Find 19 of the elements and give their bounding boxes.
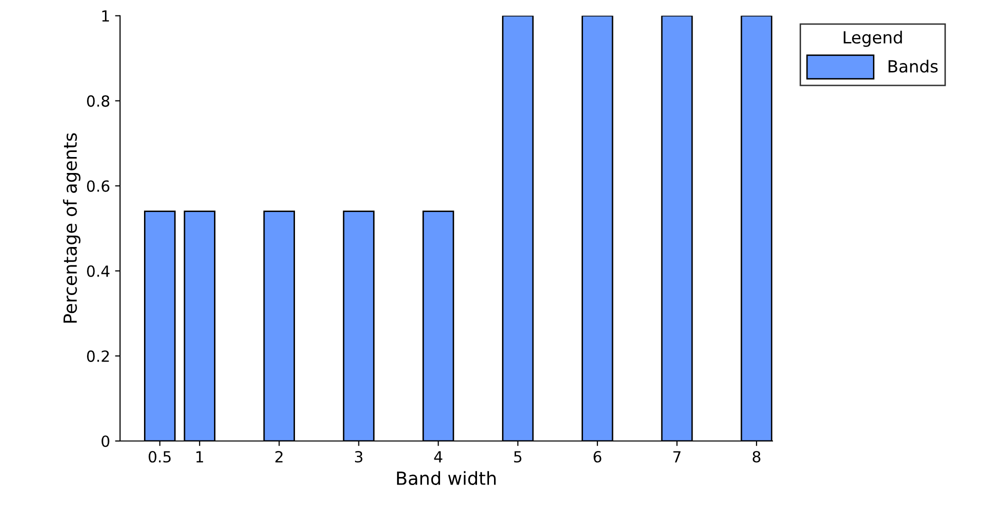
x-tick-label: 3: [355, 450, 362, 463]
x-tick-label: 0.5: [148, 450, 171, 463]
x-tick-label: 4: [434, 451, 442, 462]
x-tick-label: 8: [752, 450, 760, 463]
legend-title: Legend: [844, 30, 902, 47]
x-tick-label: 2: [275, 450, 282, 462]
legend-label: Bands: [888, 60, 938, 73]
y-tick-label: 1: [102, 10, 109, 22]
y-tick-label: 0: [102, 435, 110, 448]
x-axis-title: Band width: [397, 471, 496, 486]
x-tick-label: 7: [673, 451, 681, 462]
x-tick-label: 5: [514, 451, 522, 463]
y-axis-title: Percentage of agents: [63, 133, 80, 323]
y-tick-label: 0.4: [87, 265, 110, 277]
y-tick-label: 0.2: [87, 350, 109, 362]
x-tick-label: 6: [594, 450, 602, 463]
y-tick-label: 0.8: [87, 95, 110, 107]
x-tick-label: 1: [196, 451, 204, 462]
y-tick-label: 0.6: [87, 180, 110, 192]
